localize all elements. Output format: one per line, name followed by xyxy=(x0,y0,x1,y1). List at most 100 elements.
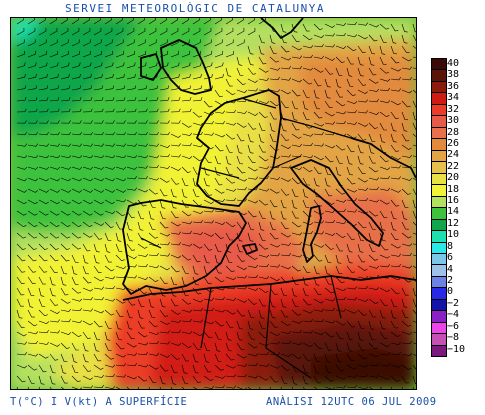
wind-barb xyxy=(159,353,170,358)
wind-barb xyxy=(258,363,270,367)
wind-barb xyxy=(159,39,168,47)
wind-barb xyxy=(148,232,159,239)
wind-barb xyxy=(390,287,400,295)
wind-barb xyxy=(280,188,290,196)
wind-barb xyxy=(115,254,125,262)
wind-barb xyxy=(313,111,323,119)
wind-barb xyxy=(368,274,379,279)
wind-barb xyxy=(71,199,82,205)
wind-barb xyxy=(104,276,116,280)
wind-barb xyxy=(236,187,247,191)
wind-barb xyxy=(181,142,192,147)
wind-barb xyxy=(291,100,299,110)
wind-barb xyxy=(27,331,39,335)
wind-barb xyxy=(115,363,126,367)
wind-barb xyxy=(225,342,232,352)
legend-label: −10 xyxy=(447,343,466,355)
wind-barb xyxy=(115,73,125,80)
wind-barb xyxy=(38,210,49,216)
wind-barb xyxy=(368,88,380,92)
wind-barb xyxy=(390,199,400,207)
wind-barb xyxy=(214,50,224,58)
wind-barb xyxy=(16,276,25,284)
wind-barb xyxy=(247,274,258,279)
wind-barb xyxy=(49,120,60,124)
wind-barb xyxy=(291,122,300,131)
wind-barb xyxy=(280,364,290,371)
wind-barb xyxy=(71,50,81,58)
wind-barb xyxy=(357,364,369,368)
wind-barb xyxy=(335,22,347,26)
wind-barb xyxy=(192,308,203,312)
wind-barb xyxy=(291,364,300,373)
wind-barb xyxy=(357,56,364,66)
wind-barb xyxy=(401,23,408,33)
wind-barb xyxy=(346,232,355,240)
wind-barb xyxy=(346,353,355,362)
wind-barb xyxy=(214,265,222,274)
wind-barb xyxy=(115,342,125,350)
wind-barb xyxy=(335,320,346,326)
wind-barb xyxy=(159,210,166,220)
wind-barb xyxy=(412,320,416,323)
wind-barb xyxy=(203,209,215,213)
wind-barb xyxy=(104,73,114,80)
wind-barb xyxy=(203,297,215,301)
wind-barb xyxy=(170,62,180,69)
wind-barb xyxy=(291,287,298,297)
wind-barb xyxy=(203,265,210,275)
wind-barb xyxy=(291,309,302,316)
wind-barb xyxy=(38,85,49,91)
wind-barb xyxy=(247,287,259,291)
wind-barb xyxy=(170,287,177,297)
wind-barb xyxy=(313,177,320,187)
wind-barb xyxy=(137,263,148,268)
wind-barb xyxy=(390,155,401,160)
wind-barb xyxy=(401,375,410,384)
wind-barb xyxy=(324,276,332,285)
legend-swatch xyxy=(432,231,446,243)
wind-barb xyxy=(16,50,26,58)
wind-barb xyxy=(335,287,347,292)
wind-barb xyxy=(247,27,256,36)
legend-label: −8 xyxy=(447,332,460,344)
wind-barb xyxy=(49,97,60,102)
wind-barb xyxy=(148,320,158,328)
wind-barb xyxy=(49,342,60,347)
wind-barb xyxy=(181,188,188,198)
wind-barb xyxy=(71,276,79,285)
wind-barb xyxy=(368,232,375,242)
wind-barb xyxy=(401,210,408,220)
wind-barb xyxy=(104,166,116,170)
wind-barb xyxy=(27,50,37,58)
wind-barb xyxy=(346,100,358,105)
wind-barb xyxy=(291,254,303,258)
wind-barb xyxy=(379,287,390,293)
wind-barb xyxy=(236,232,243,242)
wind-barb xyxy=(115,353,126,358)
wind-barb xyxy=(126,298,136,306)
wind-barb xyxy=(27,232,38,239)
wind-barb xyxy=(49,254,59,262)
wind-barb xyxy=(16,221,27,228)
wind-barb xyxy=(269,375,279,383)
wind-barb xyxy=(60,364,67,374)
wind-barb xyxy=(115,97,126,102)
wind-barb xyxy=(181,132,193,136)
wind-barb xyxy=(269,56,280,63)
wind-barb xyxy=(93,342,100,352)
wind-barb xyxy=(192,353,199,363)
wind-barb xyxy=(214,353,222,362)
wind-barb xyxy=(247,78,258,83)
wind-barb xyxy=(148,73,158,80)
wind-barb xyxy=(236,286,247,290)
wind-barb xyxy=(159,62,169,69)
legend-label: 30 xyxy=(447,115,460,127)
wind-barb xyxy=(60,166,72,170)
wind-barb xyxy=(379,243,389,251)
wind-barb xyxy=(192,254,201,263)
wind-barb xyxy=(104,199,115,205)
legend-label: −2 xyxy=(447,297,460,309)
wind-barb xyxy=(203,73,213,80)
wind-barb xyxy=(357,342,365,351)
